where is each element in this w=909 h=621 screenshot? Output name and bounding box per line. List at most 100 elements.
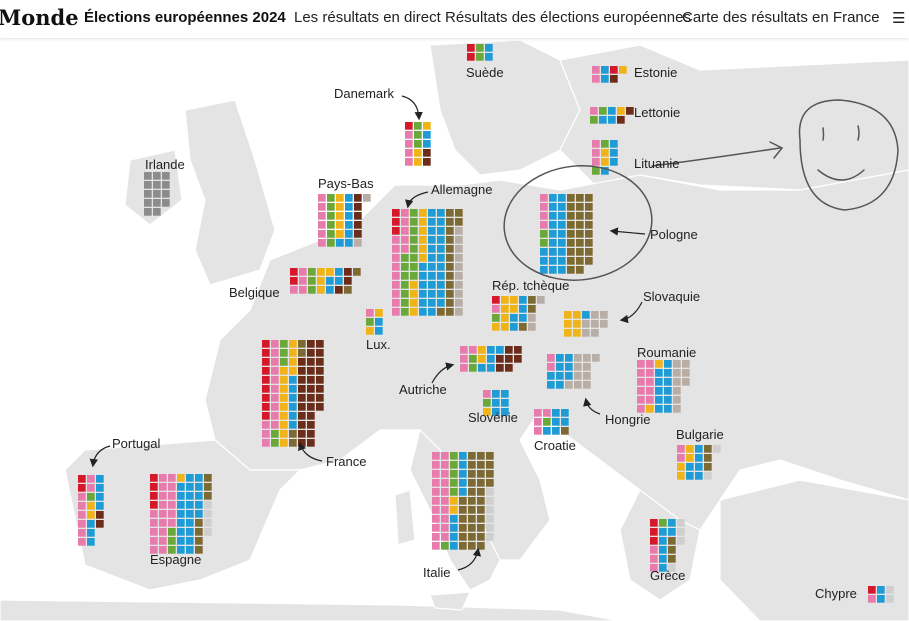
seat-grid-lettonie[interactable] xyxy=(590,107,634,124)
seat-cell xyxy=(505,346,513,354)
seat-grid-croatie[interactable] xyxy=(534,409,569,435)
seat-grid-suède[interactable] xyxy=(467,44,493,61)
seat-cell xyxy=(534,409,542,417)
seat-grid-grèce[interactable] xyxy=(650,519,685,572)
seat-cell xyxy=(528,296,536,304)
seat-cell xyxy=(432,524,440,532)
seat-cell xyxy=(459,497,467,505)
seat-cell xyxy=(573,329,581,337)
seat-cell xyxy=(375,318,383,326)
seat-cell xyxy=(317,286,325,294)
seat-grid-italie[interactable] xyxy=(432,452,494,550)
seat-cell xyxy=(318,230,326,238)
seat-cell xyxy=(446,308,454,316)
seat-grid-portugal[interactable] xyxy=(78,475,104,546)
seat-cell xyxy=(96,475,104,483)
seat-cell xyxy=(483,390,491,398)
seat-cell xyxy=(78,520,86,528)
seat-cell xyxy=(186,474,194,482)
seat-grid-slovénie[interactable] xyxy=(483,390,509,416)
seat-cell xyxy=(583,363,591,371)
scribble-smiley-face xyxy=(798,99,899,211)
seat-cell xyxy=(345,239,353,247)
seat-cell xyxy=(419,263,427,271)
seat-cell xyxy=(677,537,685,545)
seat-cell xyxy=(505,364,513,372)
seat-cell xyxy=(877,586,885,594)
seat-cell xyxy=(556,354,564,362)
seat-cell xyxy=(195,492,203,500)
seat-cell xyxy=(299,277,307,285)
seat-grid-france[interactable] xyxy=(262,340,324,447)
seat-cell xyxy=(673,369,681,377)
menu-icon[interactable]: ☰ xyxy=(892,10,906,27)
seat-cell xyxy=(423,149,431,157)
seat-grid-pologne[interactable] xyxy=(540,194,593,274)
seat-cell xyxy=(552,409,560,417)
seat-grid-espagne[interactable] xyxy=(150,474,212,554)
seat-grid-lituanie[interactable] xyxy=(592,140,618,175)
seat-cell xyxy=(392,236,400,244)
seat-cell xyxy=(585,212,593,220)
seat-cell xyxy=(585,203,593,211)
nav-link-france-map[interactable]: Carte des résultats en France xyxy=(682,9,880,26)
nav-link-results[interactable]: Résultats des élections européennes xyxy=(445,9,691,26)
label-lux: Lux. xyxy=(366,337,391,352)
seat-cell xyxy=(564,329,572,337)
seat-grid-roumanie[interactable] xyxy=(637,360,690,413)
seat-grid-hongrie[interactable] xyxy=(547,354,600,389)
label-irlande: Irlande xyxy=(145,157,185,172)
seat-grid-chypre[interactable] xyxy=(868,586,894,603)
seat-cell xyxy=(455,236,463,244)
seat-cell xyxy=(455,218,463,226)
seat-cell xyxy=(366,309,374,317)
seat-cell xyxy=(585,248,593,256)
seat-cell xyxy=(486,488,494,496)
seat-cell xyxy=(298,430,306,438)
seat-grid-irlande[interactable] xyxy=(144,172,170,216)
seat-cell xyxy=(446,218,454,226)
seat-cell xyxy=(574,381,582,389)
seat-cell xyxy=(441,515,449,523)
seat-cell xyxy=(673,396,681,404)
seat-grid-slovaquie[interactable] xyxy=(564,311,608,337)
seat-cell xyxy=(477,533,485,541)
seat-cell xyxy=(410,254,418,262)
nav-link-direct[interactable]: Les résultats en direct xyxy=(294,9,441,26)
seat-cell xyxy=(549,239,557,247)
seat-grid-lux-[interactable] xyxy=(366,309,383,335)
seat-grid-autriche[interactable] xyxy=(460,346,522,372)
seat-cell xyxy=(280,340,288,348)
seat-cell xyxy=(262,394,270,402)
seat-cell xyxy=(646,405,654,413)
site-logo[interactable]: Monde xyxy=(0,5,79,30)
seat-grid-pays-bas[interactable] xyxy=(318,194,371,247)
seat-cell xyxy=(558,203,566,211)
seat-grid-belgique[interactable] xyxy=(290,268,361,294)
nav-section-title[interactable]: Élections européennes 2024 xyxy=(84,9,286,26)
seat-cell xyxy=(637,369,645,377)
label-croatie: Croatie xyxy=(534,438,576,453)
seat-cell xyxy=(345,194,353,202)
seat-cell xyxy=(316,394,324,402)
seat-cell xyxy=(659,555,667,563)
seat-cell xyxy=(162,172,170,180)
seat-grid-allemagne[interactable] xyxy=(392,209,463,316)
seat-cell xyxy=(477,452,485,460)
seat-cell xyxy=(262,349,270,357)
seat-cell xyxy=(401,263,409,271)
seat-grid-rép-tchèque[interactable] xyxy=(492,296,545,331)
seat-cell xyxy=(592,167,600,175)
seat-cell xyxy=(477,524,485,532)
seat-cell xyxy=(592,158,600,166)
seat-cell xyxy=(441,506,449,514)
seat-cell xyxy=(610,149,618,157)
seat-cell xyxy=(335,277,343,285)
seat-grid-bulgarie[interactable] xyxy=(677,445,721,480)
seat-cell xyxy=(650,555,658,563)
seat-grid-estonie[interactable] xyxy=(592,66,627,83)
seat-cell xyxy=(153,190,161,198)
seat-cell xyxy=(366,318,374,326)
seat-cell xyxy=(271,385,279,393)
seat-grid-danemark[interactable] xyxy=(405,122,431,166)
